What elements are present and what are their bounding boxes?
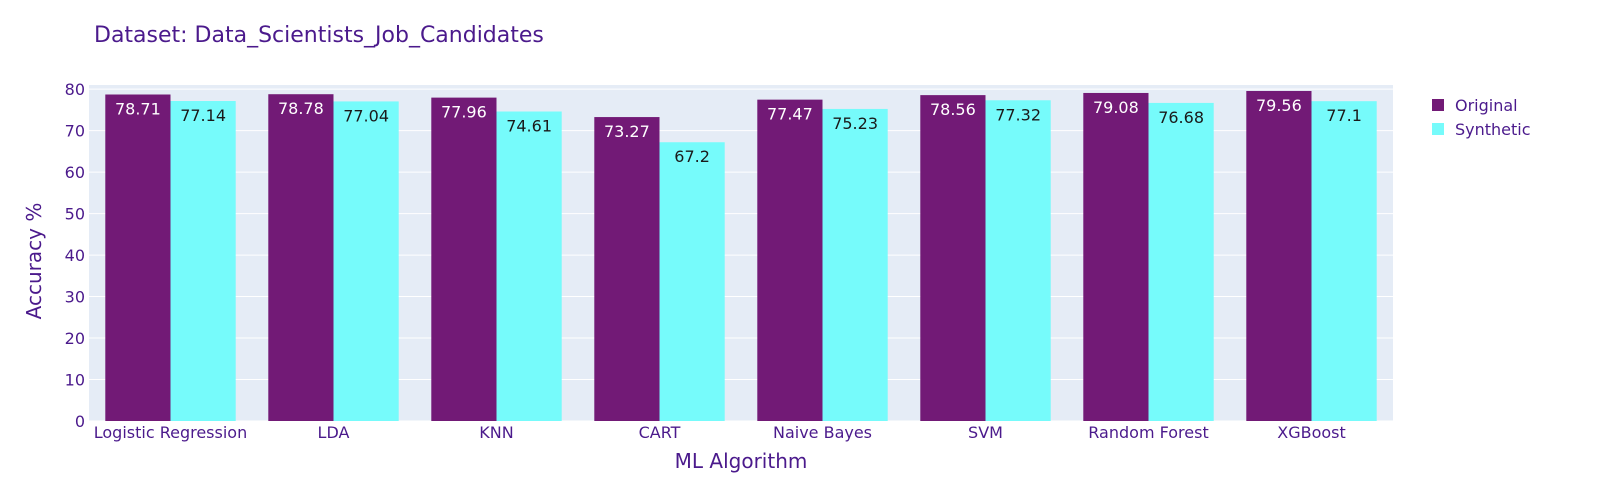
- bar-original[interactable]: [268, 94, 334, 421]
- bar-original[interactable]: [105, 94, 171, 421]
- y-axis-ticks: 0 10 20 30 40 50 60 70 80: [65, 80, 85, 431]
- bar-value-label: 74.61: [506, 117, 552, 136]
- bar-value-label: 77.14: [180, 106, 226, 125]
- y-tick-label: 0: [75, 412, 85, 431]
- bar-synthetic[interactable]: [333, 101, 399, 421]
- bar-synthetic[interactable]: [170, 101, 236, 422]
- bar-value-label: 77.1: [1326, 106, 1362, 125]
- legend-swatch: [1432, 123, 1444, 135]
- bar-synthetic[interactable]: [659, 142, 725, 421]
- bar-value-label: 77.04: [343, 106, 389, 125]
- y-tick-label: 50: [65, 205, 85, 224]
- bar-synthetic[interactable]: [1148, 102, 1214, 422]
- legend-label: Original: [1455, 96, 1518, 115]
- legend-item-original[interactable]: Original: [1432, 96, 1518, 115]
- bars: 78.71 77.14 78.78 77.04 77.96 74.61 73.27 67.2 7…: [105, 90, 1377, 422]
- y-tick-label: 60: [65, 163, 85, 182]
- x-tick-label: XGBoost: [1277, 423, 1346, 442]
- bar-value-label: 75.23: [832, 114, 878, 133]
- bar-value-label: 76.68: [1158, 108, 1204, 127]
- bar-value-label: 79.56: [1256, 96, 1302, 115]
- x-tick-label: LDA: [318, 423, 350, 442]
- legend[interactable]: Original Synthetic: [1432, 96, 1531, 139]
- y-tick-label: 20: [65, 329, 85, 348]
- bar-synthetic[interactable]: [822, 108, 888, 421]
- x-axis-ticks: Logistic Regression LDA KNN CART Naive Bayes…: [94, 423, 1346, 442]
- bar-value-label: 73.27: [604, 122, 650, 141]
- bar-synthetic[interactable]: [496, 111, 562, 422]
- bar-synthetic[interactable]: [985, 100, 1051, 421]
- y-axis-title: Accuracy %: [22, 203, 46, 320]
- y-tick-label: 70: [65, 122, 85, 141]
- x-tick-label: Logistic Regression: [94, 423, 247, 442]
- y-tick-label: 30: [65, 288, 85, 307]
- x-axis-title: ML Algorithm: [675, 449, 808, 473]
- y-tick-label: 10: [65, 371, 85, 390]
- y-tick-label: 40: [65, 246, 85, 265]
- bar-value-label: 78.71: [115, 99, 161, 118]
- x-tick-label: Naive Bayes: [773, 423, 872, 442]
- legend-item-synthetic[interactable]: Synthetic: [1432, 120, 1531, 139]
- x-tick-label: SVM: [968, 423, 1003, 442]
- legend-swatch: [1432, 99, 1444, 111]
- bar-value-label: 77.47: [767, 105, 813, 124]
- x-tick-label: KNN: [479, 423, 513, 442]
- legend-label: Synthetic: [1455, 120, 1531, 139]
- bar-value-label: 77.32: [995, 105, 1041, 124]
- bar-synthetic[interactable]: [1311, 101, 1377, 421]
- bar-value-label: 67.2: [674, 147, 710, 166]
- x-tick-label: Random Forest: [1088, 423, 1208, 442]
- bar-value-label: 79.08: [1093, 98, 1139, 117]
- bar-value-label: 78.78: [278, 99, 324, 118]
- chart-title: Dataset: Data_Scientists_Job_Candidates: [94, 23, 544, 48]
- bar-original[interactable]: [920, 95, 986, 421]
- x-tick-label: CART: [639, 423, 681, 442]
- y-tick-label: 80: [65, 80, 85, 99]
- bar-value-label: 77.96: [441, 103, 487, 122]
- bar-original[interactable]: [1246, 90, 1312, 422]
- bar-original[interactable]: [594, 117, 660, 421]
- bar-original[interactable]: [757, 99, 823, 422]
- bar-original[interactable]: [1083, 92, 1149, 421]
- bar-value-label: 78.56: [930, 100, 976, 119]
- bar-original[interactable]: [431, 97, 497, 422]
